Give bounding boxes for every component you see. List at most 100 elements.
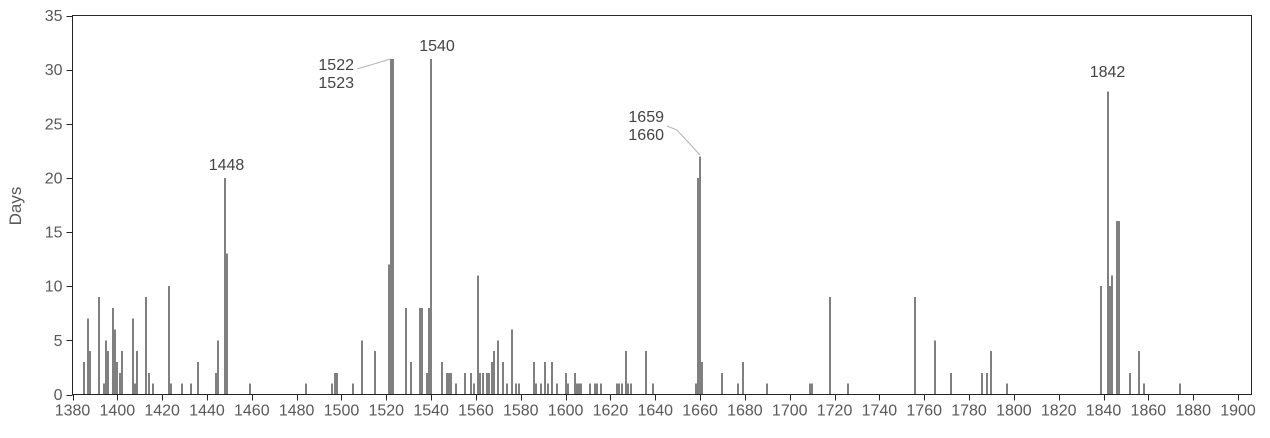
bar-1429	[181, 383, 183, 395]
bar-1400	[116, 362, 118, 395]
y-tick-label: 10	[45, 279, 63, 296]
bar-1561	[477, 275, 479, 395]
x-tick-label: 1660	[682, 403, 718, 420]
bar-1605	[576, 383, 578, 395]
bar-1639	[652, 383, 654, 395]
bar-1459	[249, 383, 251, 395]
bar-1515	[374, 351, 376, 395]
y-tick-label: 0	[54, 387, 63, 404]
bar-1856	[1138, 351, 1140, 395]
bar-1625	[621, 383, 623, 395]
y-axis-title: Days	[6, 186, 25, 226]
bar-1551	[455, 383, 457, 395]
bar-1600	[565, 372, 567, 395]
bar-1628	[627, 383, 629, 395]
bar-1765	[934, 340, 936, 395]
bar-1611	[589, 383, 591, 395]
bar-1407	[132, 318, 134, 395]
bar-1497	[334, 372, 336, 395]
bar-1535	[419, 307, 421, 395]
bar-1424	[170, 383, 172, 395]
bar-1392	[98, 297, 100, 395]
annotation-label: 1842	[1090, 64, 1126, 81]
bar-1858	[1143, 383, 1145, 395]
bar-1842	[1107, 91, 1109, 395]
bar-1509	[361, 340, 363, 395]
bar-1576	[511, 329, 513, 395]
bar-1538	[426, 372, 428, 395]
bar-1874	[1179, 383, 1181, 395]
x-tick-label: 1720	[817, 403, 853, 420]
y-tick-label: 5	[54, 333, 63, 350]
bar-1574	[506, 383, 508, 395]
bar-1616	[600, 383, 602, 395]
x-tick-label: 1380	[55, 403, 91, 420]
bar-1531	[410, 362, 412, 395]
x-tick-label: 1900	[1220, 403, 1256, 420]
bar-1523	[392, 58, 394, 395]
bar-1522	[390, 58, 392, 395]
bar-1846	[1116, 221, 1118, 395]
bar-1396	[107, 351, 109, 395]
y-tick-label: 30	[45, 62, 63, 79]
bar-1591	[544, 362, 546, 395]
bar-1629	[630, 383, 632, 395]
bar-1394	[103, 383, 105, 395]
bar-1567	[491, 362, 493, 395]
bar-1448	[224, 177, 226, 395]
bar-1558	[470, 372, 472, 395]
bar-1568	[493, 351, 495, 395]
x-tick-label: 1480	[279, 403, 315, 420]
bar-1589	[540, 383, 542, 395]
bar-1521	[388, 264, 390, 395]
bar-1670	[721, 372, 723, 395]
bar-1547	[446, 372, 448, 395]
bar-1505	[352, 383, 354, 395]
bar-1496	[331, 383, 333, 395]
annotation-label: 1659	[628, 109, 664, 126]
bar-1566	[488, 372, 490, 395]
bar-1614	[596, 383, 598, 395]
annotation-label: 1448	[209, 157, 245, 174]
bar-1413	[145, 297, 147, 395]
x-tick-label: 1520	[368, 403, 404, 420]
bar-1395	[105, 340, 107, 395]
bar-1484	[305, 383, 307, 395]
bar-1607	[580, 383, 582, 395]
bar-1409	[136, 351, 138, 395]
x-tick-label: 1400	[100, 403, 136, 420]
bar-1529	[405, 307, 407, 395]
bar-1401	[119, 372, 121, 395]
bar-1677	[737, 383, 739, 395]
plot-frame	[72, 15, 1252, 395]
bar-1587	[535, 383, 537, 395]
x-tick-label: 1440	[189, 403, 225, 420]
x-tick-label: 1420	[144, 403, 180, 420]
y-tick-label: 35	[45, 8, 63, 25]
bar-1661	[701, 362, 703, 395]
bar-1659	[697, 177, 699, 395]
bar-1436	[197, 362, 199, 395]
bar-1562	[479, 372, 481, 395]
bar-1539	[428, 307, 430, 395]
bar-1756	[914, 297, 916, 395]
y-tick-label: 20	[45, 170, 63, 187]
bar-1572	[502, 362, 504, 395]
bar-1660	[699, 156, 701, 395]
bar-1797	[1006, 383, 1008, 395]
bar-1690	[766, 383, 768, 395]
x-tick-label: 1540	[413, 403, 449, 420]
bar-1594	[551, 362, 553, 395]
bar-1772	[950, 372, 952, 395]
bar-1710	[811, 383, 813, 395]
bar-1788	[986, 372, 988, 395]
x-tick-label: 1820	[1041, 403, 1077, 420]
bar-1388	[89, 351, 91, 395]
bar-1786	[981, 372, 983, 395]
bar-1718	[829, 297, 831, 395]
annotation-label: 1660	[628, 127, 664, 144]
bar-1540	[430, 58, 432, 395]
bar-1536	[421, 307, 423, 395]
bar-1402	[121, 351, 123, 395]
x-tick-label: 1460	[234, 403, 270, 420]
